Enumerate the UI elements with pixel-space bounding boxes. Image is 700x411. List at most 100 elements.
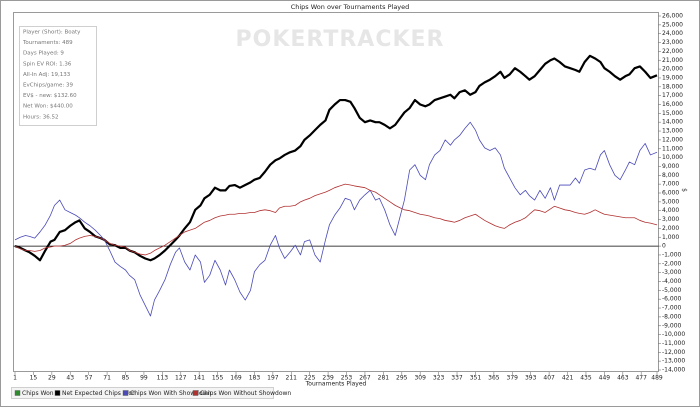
y-tick-label: -10,000 xyxy=(662,331,685,338)
x-tick-label: 225 xyxy=(304,375,316,382)
y-tick-label: 17,000 xyxy=(662,92,683,99)
plot-area xyxy=(13,12,659,372)
x-tick-label: 85 xyxy=(122,375,130,382)
y-tick-label: -1,000 xyxy=(662,251,682,258)
y-tick-label: -14,000 xyxy=(662,367,685,374)
y-tick-label: 16,000 xyxy=(662,101,683,108)
legend-label: Net Expected Chips Won xyxy=(62,390,136,397)
y-tick-label: 25,000 xyxy=(662,21,683,28)
y-tick-label: 13,000 xyxy=(662,128,683,135)
x-tick-label: 365 xyxy=(488,375,500,382)
y-tick-label: 12,000 xyxy=(662,136,683,143)
x-tick-label: 477 xyxy=(635,375,647,382)
info-line: Tournaments: 489 xyxy=(22,40,73,46)
series-line xyxy=(14,54,658,262)
x-tick-label: 43 xyxy=(66,375,74,382)
info-box: Player (Short): Boaty Tournaments: 489 Day… xyxy=(19,26,97,126)
info-line: EvChips/game: 39 xyxy=(23,83,73,89)
x-tick-label: 127 xyxy=(175,375,187,382)
info-line: Spin EV ROI: 1.36 xyxy=(23,61,72,67)
x-tick-label: 1 xyxy=(13,375,17,382)
x-tick-label: 57 xyxy=(85,375,93,382)
y-tick-label: 23,000 xyxy=(662,39,683,46)
info-line: All-In Adj: 19,133 xyxy=(23,72,71,78)
x-tick-label: 197 xyxy=(267,375,279,382)
x-tick-label: 337 xyxy=(451,375,463,382)
x-axis-label: Tournaments Played xyxy=(305,381,367,388)
y-tick-label: 20,000 xyxy=(662,66,683,73)
y-tick-label: -4,000 xyxy=(662,278,682,285)
y-tick-label: 7,000 xyxy=(662,181,679,188)
series-line xyxy=(14,121,658,317)
y-tick-label: 1,000 xyxy=(662,234,679,241)
info-line: Hours: 36.52 xyxy=(23,114,58,120)
y-tick-label: 3,000 xyxy=(662,216,679,223)
x-tick-label: 435 xyxy=(580,375,592,382)
x-tick-label: 393 xyxy=(525,375,537,382)
x-tick-label: 141 xyxy=(193,375,205,382)
chart-title: Chips Won over Tournaments Played xyxy=(291,3,410,11)
x-tick-label: 407 xyxy=(543,375,555,382)
y-tick-label: 2,000 xyxy=(662,225,679,232)
y-tick-label: 19,000 xyxy=(662,74,683,81)
y-tick-label: -2,000 xyxy=(662,260,682,267)
x-tick-label: 449 xyxy=(599,375,611,382)
y-tick-label: 14,000 xyxy=(662,119,683,126)
series-line xyxy=(14,183,658,256)
y-tick-label: 24,000 xyxy=(662,30,683,37)
y-tick-label: -8,000 xyxy=(662,313,682,320)
x-tick-label: 155 xyxy=(212,375,224,382)
x-tick-label: 99 xyxy=(140,375,148,382)
x-tick-label: 379 xyxy=(507,375,519,382)
y-tick-label: 15,000 xyxy=(662,110,683,117)
y-tick-label: 4,000 xyxy=(662,207,679,214)
y-tick-label: 9,000 xyxy=(662,163,679,170)
y-tick-label: 26,000 xyxy=(662,13,683,20)
x-tick-label: 295 xyxy=(396,375,408,382)
watermark: POKERTRACKER xyxy=(236,27,445,52)
x-tick-label: 15 xyxy=(30,375,38,382)
legend-label: Chips Won Without Showdown xyxy=(200,390,291,397)
x-tick-label: 489 xyxy=(651,375,663,382)
legend-label: Chips Won With Showdown xyxy=(130,390,212,397)
y-tick-label: -3,000 xyxy=(662,269,682,276)
x-tick-label: 211 xyxy=(286,375,298,382)
x-tick-label: 463 xyxy=(617,375,629,382)
y-axis-label: $ xyxy=(681,188,688,192)
x-tick-label: 169 xyxy=(230,375,242,382)
x-tick-label: 29 xyxy=(48,375,56,382)
x-tick-label: 281 xyxy=(378,375,390,382)
info-line: Player (Short): Boaty xyxy=(23,30,81,36)
x-tick-label: 309 xyxy=(414,375,426,382)
legend-swatch xyxy=(54,390,61,396)
legend-swatch xyxy=(122,390,129,396)
legend-box xyxy=(11,387,274,399)
y-tick-label: 22,000 xyxy=(662,48,683,55)
info-box-frame xyxy=(19,26,97,126)
x-tick-label: 113 xyxy=(157,375,169,382)
y-tick-label: 11,000 xyxy=(662,145,683,152)
y-tick-label: -12,000 xyxy=(662,349,685,356)
y-tick-label: 5,000 xyxy=(662,198,679,205)
y-tick-label: 8,000 xyxy=(662,172,679,179)
x-tick-label: 267 xyxy=(359,375,371,382)
x-tick-label: 183 xyxy=(249,375,261,382)
legend-swatch xyxy=(14,390,21,396)
legend-swatch xyxy=(192,390,199,396)
info-line: Days Played: 9 xyxy=(23,51,64,57)
info-line: EV$ - new: $132.60 xyxy=(23,93,77,99)
x-tick-label: 253 xyxy=(341,375,353,382)
y-tick-label: -13,000 xyxy=(662,358,685,365)
y-tick-label: 18,000 xyxy=(662,83,683,90)
legend-label: Chips Won xyxy=(22,390,54,397)
x-tick-label: 351 xyxy=(470,375,482,382)
y-tick-label: -11,000 xyxy=(662,340,685,347)
info-line: Net Won: $440.00 xyxy=(23,104,73,110)
y-tick-label: 6,000 xyxy=(662,190,679,197)
y-tick-label: 21,000 xyxy=(662,57,683,64)
y-tick-label: 0 xyxy=(662,243,666,250)
y-tick-label: -6,000 xyxy=(662,296,682,303)
x-tick-label: 71 xyxy=(103,375,111,382)
x-tick-label: 239 xyxy=(322,375,334,382)
